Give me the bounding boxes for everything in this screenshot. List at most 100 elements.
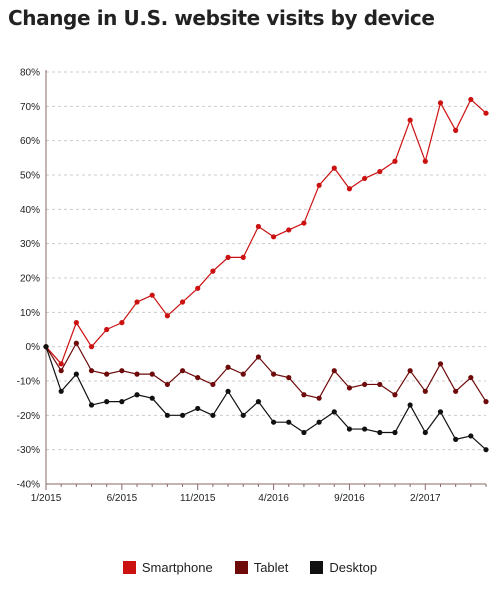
series-line-tablet bbox=[45, 342, 487, 402]
y-tick-label: 50% bbox=[20, 171, 40, 182]
data-point-smartphone bbox=[316, 182, 322, 188]
data-point-smartphone bbox=[407, 117, 413, 123]
data-point-tablet bbox=[149, 371, 155, 377]
y-tick-label: 80% bbox=[20, 68, 40, 79]
data-point-desktop bbox=[468, 433, 474, 439]
data-point-desktop bbox=[134, 392, 140, 398]
data-point-tablet bbox=[407, 368, 413, 374]
data-point-smartphone bbox=[225, 254, 231, 260]
series-line-smartphone bbox=[45, 98, 487, 365]
label-layer: 80% 70% 60% 50% 40% 30% 20% 10% 0% -10% -20% -30% -4… bbox=[17, 68, 441, 505]
data-point-desktop bbox=[43, 344, 49, 350]
x-tick-label: 4/2016 bbox=[258, 493, 289, 504]
data-point-smartphone bbox=[422, 158, 428, 164]
data-point-tablet bbox=[73, 340, 79, 346]
data-point-tablet bbox=[437, 361, 444, 367]
data-point-smartphone bbox=[255, 223, 262, 230]
y-tick-label: -40% bbox=[17, 480, 40, 491]
data-point-desktop bbox=[88, 402, 95, 408]
data-point-desktop bbox=[240, 412, 246, 418]
y-tick-label: 30% bbox=[20, 239, 40, 250]
data-point-desktop bbox=[346, 426, 353, 432]
data-point-desktop bbox=[483, 447, 489, 453]
data-point-desktop bbox=[149, 395, 155, 401]
data-point-smartphone bbox=[210, 268, 216, 274]
data-point-desktop bbox=[286, 419, 292, 425]
chart-title: Change in U.S. website visits by device bbox=[8, 6, 435, 30]
data-point-smartphone bbox=[468, 96, 474, 103]
data-point-tablet bbox=[316, 395, 322, 401]
data-point-smartphone bbox=[301, 220, 307, 226]
legend-item-tablet: Tablet bbox=[234, 560, 289, 575]
data-point-desktop bbox=[392, 429, 398, 436]
data-point-smartphone bbox=[392, 158, 398, 164]
data-point-tablet bbox=[362, 381, 368, 388]
data-point-tablet bbox=[377, 381, 383, 388]
legend-item-desktop: Desktop bbox=[310, 560, 377, 575]
data-point-tablet bbox=[483, 399, 489, 405]
data-point-desktop bbox=[270, 419, 277, 425]
data-point-tablet bbox=[88, 368, 95, 374]
x-tick-label: 1/2015 bbox=[31, 493, 62, 504]
grid-layer bbox=[46, 71, 486, 451]
legend: Smartphone Tablet Desktop bbox=[0, 560, 500, 575]
y-tick-label: 20% bbox=[20, 274, 40, 285]
data-point-tablet bbox=[331, 368, 337, 374]
data-point-smartphone bbox=[453, 127, 459, 133]
data-point-desktop bbox=[119, 399, 125, 405]
data-point-smartphone bbox=[437, 100, 444, 106]
x-tick-label: 11/2015 bbox=[180, 493, 216, 504]
data-point-smartphone bbox=[270, 234, 277, 240]
x-tick-label: 2/2017 bbox=[410, 493, 441, 504]
data-point-smartphone bbox=[346, 186, 353, 192]
data-point-tablet bbox=[134, 371, 140, 377]
data-point-desktop bbox=[437, 409, 444, 415]
data-point-tablet bbox=[468, 374, 474, 381]
data-point-smartphone bbox=[88, 344, 95, 350]
y-tick-label: -10% bbox=[17, 377, 40, 388]
x-tick-label: 9/2016 bbox=[334, 493, 365, 504]
legend-swatch-smartphone bbox=[122, 561, 136, 574]
data-point-desktop bbox=[316, 419, 322, 425]
data-point-tablet bbox=[286, 374, 292, 381]
data-point-smartphone bbox=[483, 110, 489, 116]
data-point-smartphone bbox=[134, 299, 140, 305]
y-tick-label: 0% bbox=[26, 342, 41, 353]
data-point-smartphone bbox=[104, 326, 110, 333]
data-point-smartphone bbox=[362, 175, 368, 182]
data-point-tablet bbox=[104, 371, 110, 377]
data-point-desktop bbox=[407, 402, 413, 408]
data-point-smartphone bbox=[58, 361, 64, 367]
data-point-smartphone bbox=[377, 168, 383, 175]
data-point-tablet bbox=[164, 381, 170, 388]
data-point-tablet bbox=[58, 368, 64, 374]
data-point-smartphone bbox=[149, 292, 155, 298]
legend-label-tablet: Tablet bbox=[253, 560, 289, 575]
data-point-tablet bbox=[422, 388, 428, 394]
data-point-tablet bbox=[346, 385, 353, 391]
legend-label-desktop: Desktop bbox=[329, 560, 378, 575]
legend-swatch-tablet bbox=[234, 561, 248, 574]
data-point-tablet bbox=[270, 371, 277, 377]
data-point-desktop bbox=[164, 412, 170, 418]
y-tick-label: 70% bbox=[20, 102, 40, 113]
data-point-tablet bbox=[195, 374, 201, 381]
y-tick-label: 40% bbox=[20, 205, 40, 216]
data-point-desktop bbox=[73, 371, 79, 377]
legend-item-smartphone: Smartphone bbox=[122, 560, 213, 575]
data-point-desktop bbox=[301, 429, 307, 436]
data-point-desktop bbox=[422, 429, 428, 436]
data-point-tablet bbox=[225, 364, 231, 370]
data-point-smartphone bbox=[73, 320, 79, 326]
x-tick-label: 6/2015 bbox=[107, 493, 138, 504]
data-point-smartphone bbox=[164, 313, 170, 319]
data-point-tablet bbox=[210, 381, 216, 388]
data-point-tablet bbox=[301, 392, 307, 398]
data-point-tablet bbox=[453, 388, 459, 394]
data-point-desktop bbox=[58, 388, 64, 394]
data-point-tablet bbox=[392, 392, 398, 398]
series-layer bbox=[43, 96, 489, 453]
series-line-desktop bbox=[45, 346, 487, 451]
data-point-smartphone bbox=[119, 320, 125, 326]
